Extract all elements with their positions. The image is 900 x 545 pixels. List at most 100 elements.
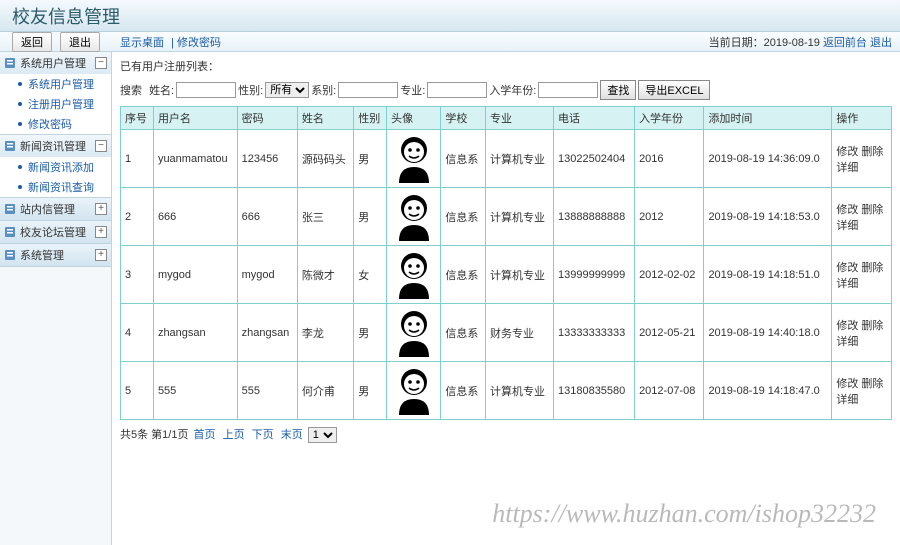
label-major: 专业: <box>400 82 425 98</box>
sidebar-item[interactable]: 系统用户管理 <box>0 74 111 94</box>
bullet-icon <box>18 185 22 189</box>
avatar-cell <box>387 246 441 304</box>
date-label: 当前日期： <box>709 37 764 49</box>
cell: 张三 <box>297 188 353 246</box>
sidebar-item[interactable]: 修改密码 <box>0 114 111 134</box>
ops-cell: 修改 删除详细 <box>832 246 892 304</box>
edit-link[interactable]: 修改 <box>836 320 858 332</box>
col-header: 电话 <box>553 107 634 130</box>
nav-head-4[interactable]: 系统管理+ <box>0 244 111 266</box>
avatar-cell <box>387 130 441 188</box>
delete-link[interactable]: 删除 <box>861 204 883 216</box>
logout-link[interactable]: 退出 <box>870 37 892 49</box>
delete-link[interactable]: 删除 <box>861 320 883 332</box>
cell: 男 <box>354 188 387 246</box>
col-header: 姓名 <box>297 107 353 130</box>
pager-page-select[interactable]: 1 <box>308 427 337 443</box>
edit-link[interactable]: 修改 <box>836 204 858 216</box>
cell: 2019-08-19 14:18:53.0 <box>704 188 832 246</box>
cell: 13022502404 <box>553 130 634 188</box>
bullet-icon <box>18 165 22 169</box>
col-header: 用户名 <box>153 107 237 130</box>
cell: 666 <box>153 188 237 246</box>
nav-head-3[interactable]: 校友论坛管理+ <box>0 221 111 243</box>
nav-items: 系统用户管理注册用户管理修改密码 <box>0 74 111 134</box>
pager-prev[interactable]: 上页 <box>223 429 245 441</box>
current-date: 2019-08-19 <box>764 37 820 49</box>
search-bar: 搜索 姓名: 性别: 所有 系别: 专业: 入学年份: 查找 导出EXCEL <box>120 80 892 100</box>
gear-icon <box>4 57 16 69</box>
cell: 2019-08-19 14:40:18.0 <box>704 304 832 362</box>
detail-link[interactable]: 详细 <box>836 278 858 290</box>
cell: 2019-08-19 14:36:09.0 <box>704 130 832 188</box>
toggle-icon: − <box>95 140 107 152</box>
pager-next[interactable]: 下页 <box>252 429 274 441</box>
table-body: 1yuanmamatou123456源码码头男信息系计算机专业130225024… <box>121 130 892 420</box>
delete-link[interactable]: 删除 <box>861 262 883 274</box>
delete-link[interactable]: 删除 <box>861 378 883 390</box>
search-major-input[interactable] <box>427 82 487 98</box>
detail-link[interactable]: 详细 <box>836 220 858 232</box>
cell: 男 <box>354 304 387 362</box>
detail-link[interactable]: 详细 <box>836 336 858 348</box>
export-button[interactable]: 导出EXCEL <box>638 80 710 100</box>
sidebar-item-label: 新闻资讯添加 <box>28 159 94 175</box>
search-name-input[interactable] <box>176 82 236 98</box>
avatar-cell <box>387 188 441 246</box>
cell: 5 <box>121 362 154 420</box>
detail-link[interactable]: 详细 <box>836 394 858 406</box>
search-year-input[interactable] <box>538 82 598 98</box>
edit-link[interactable]: 修改 <box>836 262 858 274</box>
search-dept-input[interactable] <box>338 82 398 98</box>
crumb-chpwd[interactable]: 修改密码 <box>177 37 221 49</box>
cell: zhangsan <box>153 304 237 362</box>
back-front-link[interactable]: 返回前台 <box>823 37 867 49</box>
cell: 信息系 <box>441 130 486 188</box>
col-header: 专业 <box>485 107 553 130</box>
main: 系统用户管理−系统用户管理注册用户管理修改密码新闻资讯管理−新闻资讯添加新闻资讯… <box>0 52 900 545</box>
cell: 555 <box>153 362 237 420</box>
nav-items: 新闻资讯添加新闻资讯查询 <box>0 157 111 197</box>
nav-head-2[interactable]: 站内信管理+ <box>0 198 111 220</box>
nav-head-0[interactable]: 系统用户管理− <box>0 52 111 74</box>
cell: mygod <box>153 246 237 304</box>
bullet-icon <box>18 82 22 86</box>
nav-head-1[interactable]: 新闻资讯管理− <box>0 135 111 157</box>
search-button[interactable]: 查找 <box>600 80 636 100</box>
edit-link[interactable]: 修改 <box>836 378 858 390</box>
cell: 信息系 <box>441 246 486 304</box>
cell: 计算机专业 <box>485 188 553 246</box>
cell: 李龙 <box>297 304 353 362</box>
sidebar-item-label: 修改密码 <box>28 116 72 132</box>
toggle-icon: + <box>95 249 107 261</box>
user-table: 序号用户名密码姓名性别头像学校专业电话入学年份添加时间操作 1yuanmamat… <box>120 106 892 420</box>
pager: 共5条 第1/1页 首页 上页 下页 末页 1 <box>120 426 892 443</box>
cell: 2012-07-08 <box>635 362 704 420</box>
col-header: 添加时间 <box>704 107 832 130</box>
cell: 计算机专业 <box>485 362 553 420</box>
search-gender-select[interactable]: 所有 <box>265 82 309 98</box>
pager-first[interactable]: 首页 <box>194 429 216 441</box>
exit-button[interactable]: 退出 <box>60 32 100 52</box>
topbar-left: 返回 退出 <box>0 32 112 52</box>
crumb-desktop[interactable]: 显示桌面 <box>120 37 164 49</box>
cell: 计算机专业 <box>485 246 553 304</box>
pager-last[interactable]: 末页 <box>281 429 303 441</box>
sidebar-item[interactable]: 新闻资讯查询 <box>0 177 111 197</box>
cell: 信息系 <box>441 304 486 362</box>
topbar: 返回 退出 显示桌面 | 修改密码 当前日期：2019-08-19 返回前台 退… <box>0 32 900 52</box>
cell: 13888888888 <box>553 188 634 246</box>
cell: 男 <box>354 362 387 420</box>
detail-link[interactable]: 详细 <box>836 162 858 174</box>
sys-icon <box>4 249 16 261</box>
cell: 信息系 <box>441 188 486 246</box>
sidebar-item[interactable]: 新闻资讯添加 <box>0 157 111 177</box>
back-button[interactable]: 返回 <box>12 32 52 52</box>
mail-icon <box>4 203 16 215</box>
toggle-icon: − <box>95 57 107 69</box>
sidebar-item[interactable]: 注册用户管理 <box>0 94 111 114</box>
edit-link[interactable]: 修改 <box>836 146 858 158</box>
cell: mygod <box>237 246 297 304</box>
cell: 2012-02-02 <box>635 246 704 304</box>
delete-link[interactable]: 删除 <box>861 146 883 158</box>
